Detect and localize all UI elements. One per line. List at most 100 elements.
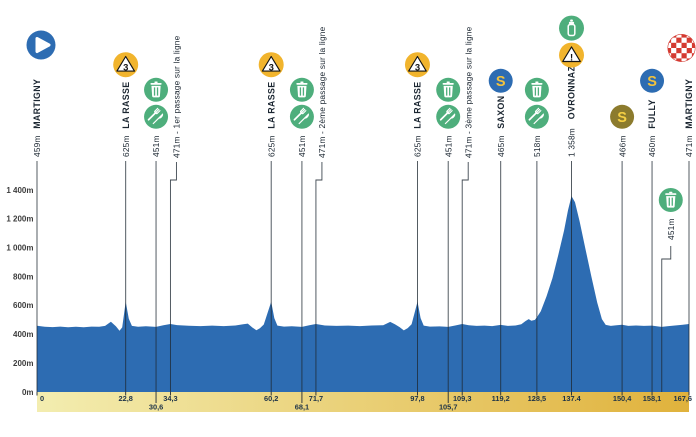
distance-label: 71,7 bbox=[309, 394, 323, 403]
marker-elevation-label: 518m bbox=[532, 135, 542, 157]
marker-km-68-1: 451m 68,1 bbox=[289, 77, 314, 412]
marker-la-rasse-km-22-8: LA RASSE 625m 3 22,8 bbox=[113, 52, 139, 403]
exclamation-glyph: ! bbox=[570, 53, 573, 64]
waste-bin-icon bbox=[658, 188, 683, 212]
knife-blade bbox=[444, 113, 456, 125]
marker-note-label: 471m - 3ème passage sur la ligne bbox=[463, 26, 473, 158]
marker-elevation-label: 625m bbox=[121, 135, 131, 157]
start-icon bbox=[26, 30, 56, 60]
distance-label: 97,8 bbox=[410, 394, 424, 403]
distance-label: 158,1 bbox=[643, 394, 662, 403]
marker-martigny-km-167-6: MARTIGNY 471m 167,6 bbox=[667, 34, 696, 403]
elevation-axis-label: 0m bbox=[22, 388, 34, 397]
distance-label: 119,2 bbox=[492, 394, 510, 403]
distance-label: 167,6 bbox=[674, 394, 693, 403]
checker-square bbox=[681, 37, 687, 43]
bin-body bbox=[666, 196, 676, 208]
bin-handle bbox=[154, 81, 158, 84]
warning-triangle bbox=[408, 55, 427, 72]
category-3-climb-icon: 3 bbox=[113, 52, 139, 78]
marker-elevation-label: 465m bbox=[496, 135, 506, 157]
checker-square bbox=[676, 42, 682, 48]
finish-icon bbox=[667, 34, 696, 62]
marker-note-label: 471m - 1er passage sur la ligne bbox=[172, 35, 182, 158]
fork-tines bbox=[154, 107, 161, 115]
marker-elevation-label: 471m bbox=[684, 135, 694, 157]
distance-label: 68,1 bbox=[295, 403, 309, 412]
fork-handle bbox=[528, 111, 538, 121]
elevation-axis-label: 1 400m bbox=[6, 186, 33, 195]
fork-handle bbox=[293, 111, 303, 121]
bin-body bbox=[297, 85, 307, 98]
bin-body bbox=[151, 85, 161, 98]
feed-station-circle bbox=[289, 104, 314, 129]
sprint-blue-circle bbox=[640, 68, 665, 93]
checker-square bbox=[671, 37, 677, 43]
feed-station-icon bbox=[436, 104, 461, 129]
checker-square bbox=[668, 34, 672, 38]
bin-handle bbox=[669, 191, 673, 194]
warning-triangle bbox=[116, 55, 136, 72]
danger-icon: ! bbox=[559, 42, 585, 68]
marker-km-105-7: 451m 105,7 bbox=[436, 77, 461, 412]
marker-la-rasse-km-60-2: LA RASSE 625m 3 60,2 bbox=[258, 52, 284, 403]
category-number: 3 bbox=[415, 62, 420, 73]
play-triangle bbox=[35, 37, 51, 53]
bin-slats bbox=[668, 197, 673, 206]
elevation-axis-label: 800m bbox=[13, 272, 33, 281]
distance-label: 60,2 bbox=[264, 394, 278, 403]
distance-band bbox=[37, 392, 689, 412]
marker-name-label: MARTIGNY bbox=[32, 79, 42, 129]
elevation-axis-label: 200m bbox=[13, 359, 33, 368]
knife-blade bbox=[152, 113, 164, 125]
checker-square bbox=[681, 48, 687, 54]
marker-martigny-km-0: MARTIGNY 459m 0 bbox=[26, 30, 56, 403]
sprint-olive-icon: S bbox=[610, 104, 635, 129]
fork-knife-glyph bbox=[293, 107, 309, 125]
bin-body bbox=[443, 85, 453, 98]
distance-label: 150,4 bbox=[613, 394, 632, 403]
elevation-axis: 1 400m 1 200m 1 000m 800m 600m 400m 200m 0m bbox=[6, 186, 33, 397]
fork-knife-glyph bbox=[528, 107, 544, 125]
bin-lid bbox=[150, 83, 162, 85]
marker-name-label: OVRONNAZ bbox=[567, 65, 577, 119]
bin-lid bbox=[665, 193, 677, 195]
warning-triangle bbox=[261, 55, 281, 72]
marker-line bbox=[661, 246, 672, 392]
checker-square bbox=[691, 58, 695, 62]
marker-la-rasse-km-97-8: LA RASSE 625m 3 97,8 bbox=[404, 52, 430, 403]
fork-tines bbox=[534, 107, 542, 115]
sprint-blue-circle bbox=[488, 68, 513, 93]
elevation-profile-area bbox=[37, 196, 689, 392]
fork-tines bbox=[446, 107, 453, 115]
marker-line bbox=[169, 162, 177, 392]
category-number: 3 bbox=[123, 62, 128, 73]
marker-elevation-label: 1 358m bbox=[567, 128, 577, 157]
knife-blade bbox=[533, 113, 544, 125]
marker-saxon-km-119-2: SAXON 465m S 119,2 bbox=[488, 68, 513, 403]
marker-name-label: FULLY bbox=[647, 99, 657, 129]
checker-square bbox=[686, 42, 692, 48]
marker-km-30-6: 451m 30,6 bbox=[144, 77, 169, 412]
checker-square bbox=[676, 53, 682, 59]
bin-slats bbox=[153, 87, 159, 96]
marker-km-34-3: 471m - 1er passage sur la ligne 34,3 bbox=[163, 35, 181, 403]
checker-square bbox=[686, 53, 692, 59]
fork-handle bbox=[147, 111, 157, 121]
marker-elevation-label: 451m bbox=[666, 218, 676, 240]
marker-km-160-6: 451m bbox=[658, 188, 683, 392]
sprint-s-glyph: S bbox=[496, 74, 506, 90]
bin-handle bbox=[535, 81, 539, 84]
fork-handle bbox=[439, 111, 449, 121]
bin-handle bbox=[446, 81, 450, 84]
marker-fully-km-158-1: FULLY 460m S 158,1 bbox=[640, 68, 665, 403]
bin-slats bbox=[299, 87, 305, 96]
sprint-olive-circle bbox=[610, 104, 635, 129]
marker-name-label: MARTIGNY bbox=[684, 79, 694, 129]
marker-km-128-5: 518m 128,5 bbox=[524, 77, 549, 403]
sprint-s-glyph: S bbox=[647, 74, 657, 90]
knife-blade bbox=[298, 113, 309, 125]
